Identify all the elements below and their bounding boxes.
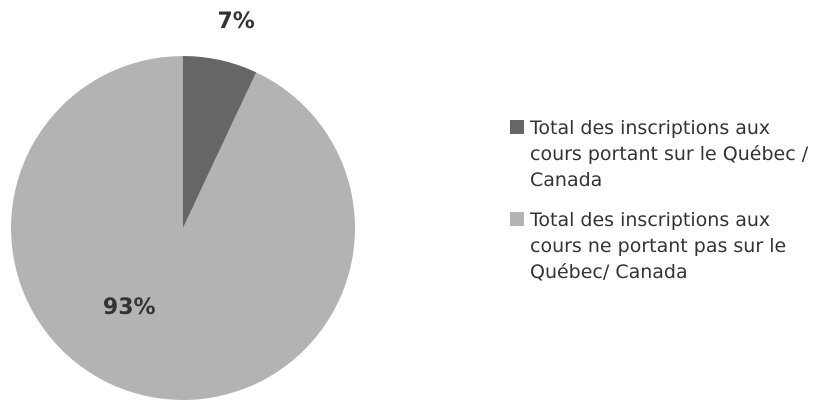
pie-slice bbox=[11, 56, 355, 400]
legend-item: Total des inscriptions aux cours portant… bbox=[510, 115, 810, 193]
legend-swatch bbox=[510, 212, 524, 226]
legend-label: Total des inscriptions aux cours portant… bbox=[530, 117, 809, 191]
legend-item: Total des inscriptions aux cours ne port… bbox=[510, 207, 810, 285]
data-label: 7% bbox=[217, 9, 254, 34]
legend: Total des inscriptions aux cours portant… bbox=[510, 115, 810, 299]
data-label: 93% bbox=[103, 295, 156, 320]
legend-swatch bbox=[510, 120, 524, 134]
pie-slice bbox=[183, 56, 257, 228]
legend-label: Total des inscriptions aux cours ne port… bbox=[530, 209, 787, 283]
